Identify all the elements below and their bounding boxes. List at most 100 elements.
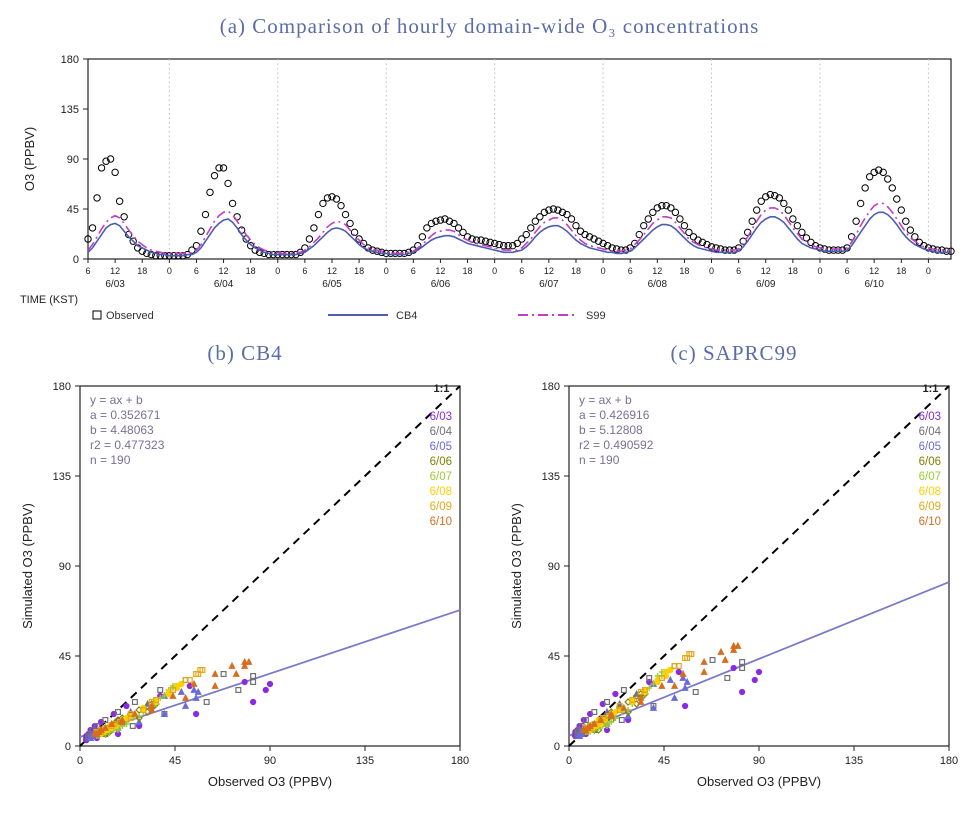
svg-text:Observed O3 (PPBV): Observed O3 (PPBV) bbox=[697, 774, 821, 789]
svg-text:6: 6 bbox=[302, 266, 307, 276]
svg-text:6/06: 6/06 bbox=[431, 279, 451, 290]
svg-text:6/05: 6/05 bbox=[430, 441, 452, 453]
svg-text:0: 0 bbox=[817, 266, 822, 276]
svg-text:90: 90 bbox=[264, 755, 276, 767]
svg-text:0: 0 bbox=[492, 266, 497, 276]
svg-text:Observed O3 (PPBV): Observed O3 (PPBV) bbox=[208, 774, 332, 789]
svg-text:0: 0 bbox=[65, 741, 71, 753]
svg-text:6: 6 bbox=[194, 266, 199, 276]
svg-text:12: 12 bbox=[327, 266, 337, 276]
panel-b-title: (b) CB4 bbox=[10, 341, 480, 366]
svg-text:0: 0 bbox=[73, 254, 79, 266]
svg-text:135: 135 bbox=[542, 471, 560, 483]
svg-text:6/08: 6/08 bbox=[648, 279, 668, 290]
svg-text:6/09: 6/09 bbox=[756, 279, 776, 290]
svg-text:18: 18 bbox=[354, 266, 364, 276]
svg-text:18: 18 bbox=[137, 266, 147, 276]
svg-text:45: 45 bbox=[67, 204, 79, 216]
svg-text:0: 0 bbox=[77, 755, 83, 767]
svg-text:12: 12 bbox=[761, 266, 771, 276]
panel-a-title-text: (a) Comparison of hourly domain-wide O₃ … bbox=[220, 14, 760, 38]
svg-text:12: 12 bbox=[435, 266, 445, 276]
svg-text:n = 190: n = 190 bbox=[579, 453, 620, 467]
panel-a-title: (a) Comparison of hourly domain-wide O₃ … bbox=[10, 14, 969, 39]
svg-text:y = ax + b: y = ax + b bbox=[579, 393, 632, 407]
svg-text:6/10: 6/10 bbox=[919, 516, 941, 528]
svg-text:12: 12 bbox=[110, 266, 120, 276]
svg-text:180: 180 bbox=[61, 54, 79, 66]
svg-text:1:1: 1:1 bbox=[923, 383, 939, 395]
svg-text:6: 6 bbox=[845, 266, 850, 276]
svg-text:Simulated O3 (PPBV): Simulated O3 (PPBV) bbox=[20, 503, 35, 629]
timeseries-chart: 04590135180O3 (PPBV)6121806/036121806/04… bbox=[10, 47, 969, 327]
svg-text:6/06: 6/06 bbox=[919, 456, 941, 468]
svg-text:6/07: 6/07 bbox=[430, 471, 452, 483]
svg-text:18: 18 bbox=[571, 266, 581, 276]
scatter-chart-saprc99: 0459013518004590135180Observed O3 (PPBV)… bbox=[499, 368, 969, 808]
svg-text:6/04: 6/04 bbox=[430, 426, 453, 438]
svg-text:6/10: 6/10 bbox=[430, 516, 452, 528]
svg-text:TIME (KST): TIME (KST) bbox=[20, 294, 78, 306]
svg-text:6: 6 bbox=[628, 266, 633, 276]
svg-text:S99: S99 bbox=[586, 310, 606, 322]
svg-text:0: 0 bbox=[167, 266, 172, 276]
svg-text:6/07: 6/07 bbox=[539, 279, 559, 290]
svg-text:18: 18 bbox=[463, 266, 473, 276]
svg-text:0: 0 bbox=[926, 266, 931, 276]
svg-text:a = 0.426916: a = 0.426916 bbox=[579, 408, 650, 422]
svg-text:180: 180 bbox=[53, 381, 71, 393]
svg-text:CB4: CB4 bbox=[396, 310, 417, 322]
svg-text:0: 0 bbox=[709, 266, 714, 276]
svg-text:6/03: 6/03 bbox=[105, 279, 125, 290]
svg-text:18: 18 bbox=[679, 266, 689, 276]
svg-text:r2 = 0.477323: r2 = 0.477323 bbox=[90, 438, 165, 452]
svg-text:0: 0 bbox=[554, 741, 560, 753]
svg-text:0: 0 bbox=[601, 266, 606, 276]
svg-text:r2 = 0.490592: r2 = 0.490592 bbox=[579, 438, 654, 452]
svg-text:a = 0.352671: a = 0.352671 bbox=[90, 408, 161, 422]
svg-text:6/08: 6/08 bbox=[919, 486, 941, 498]
svg-text:6/08: 6/08 bbox=[430, 486, 452, 498]
svg-text:0: 0 bbox=[275, 266, 280, 276]
svg-text:45: 45 bbox=[658, 755, 670, 767]
svg-text:6/05: 6/05 bbox=[919, 441, 941, 453]
svg-text:6: 6 bbox=[736, 266, 741, 276]
svg-text:18: 18 bbox=[246, 266, 256, 276]
svg-text:18: 18 bbox=[788, 266, 798, 276]
svg-text:6/09: 6/09 bbox=[430, 501, 452, 513]
svg-text:180: 180 bbox=[451, 755, 469, 767]
svg-text:12: 12 bbox=[869, 266, 879, 276]
svg-text:b = 4.48063: b = 4.48063 bbox=[90, 423, 154, 437]
svg-text:b = 5.12808: b = 5.12808 bbox=[579, 423, 643, 437]
panel-c-title: (c) SAPRC99 bbox=[499, 341, 969, 366]
panel-b-title-text: (b) CB4 bbox=[207, 341, 282, 365]
svg-text:90: 90 bbox=[753, 755, 765, 767]
svg-text:6: 6 bbox=[519, 266, 524, 276]
svg-text:45: 45 bbox=[169, 755, 181, 767]
scatter-chart-cb4: 0459013518004590135180Observed O3 (PPBV)… bbox=[10, 368, 480, 808]
svg-text:0: 0 bbox=[384, 266, 389, 276]
svg-text:O3 (PPBV): O3 (PPBV) bbox=[22, 127, 37, 191]
svg-text:Observed: Observed bbox=[106, 310, 154, 322]
svg-text:6/05: 6/05 bbox=[322, 279, 342, 290]
svg-text:6/07: 6/07 bbox=[919, 471, 941, 483]
svg-text:90: 90 bbox=[59, 561, 71, 573]
svg-text:6/09: 6/09 bbox=[919, 501, 941, 513]
svg-text:n = 190: n = 190 bbox=[90, 453, 131, 467]
svg-text:6: 6 bbox=[85, 266, 90, 276]
svg-text:180: 180 bbox=[542, 381, 560, 393]
svg-text:135: 135 bbox=[845, 755, 863, 767]
svg-text:6/03: 6/03 bbox=[919, 411, 941, 423]
svg-text:6/04: 6/04 bbox=[214, 279, 234, 290]
svg-text:12: 12 bbox=[219, 266, 229, 276]
svg-text:y = ax + b: y = ax + b bbox=[90, 393, 143, 407]
svg-text:0: 0 bbox=[566, 755, 572, 767]
svg-text:135: 135 bbox=[356, 755, 374, 767]
svg-text:Simulated O3 (PPBV): Simulated O3 (PPBV) bbox=[509, 503, 524, 629]
svg-text:90: 90 bbox=[67, 154, 79, 166]
svg-text:6/03: 6/03 bbox=[430, 411, 452, 423]
svg-text:6/06: 6/06 bbox=[430, 456, 452, 468]
svg-text:135: 135 bbox=[61, 104, 79, 116]
svg-text:18: 18 bbox=[896, 266, 906, 276]
svg-text:180: 180 bbox=[940, 755, 958, 767]
